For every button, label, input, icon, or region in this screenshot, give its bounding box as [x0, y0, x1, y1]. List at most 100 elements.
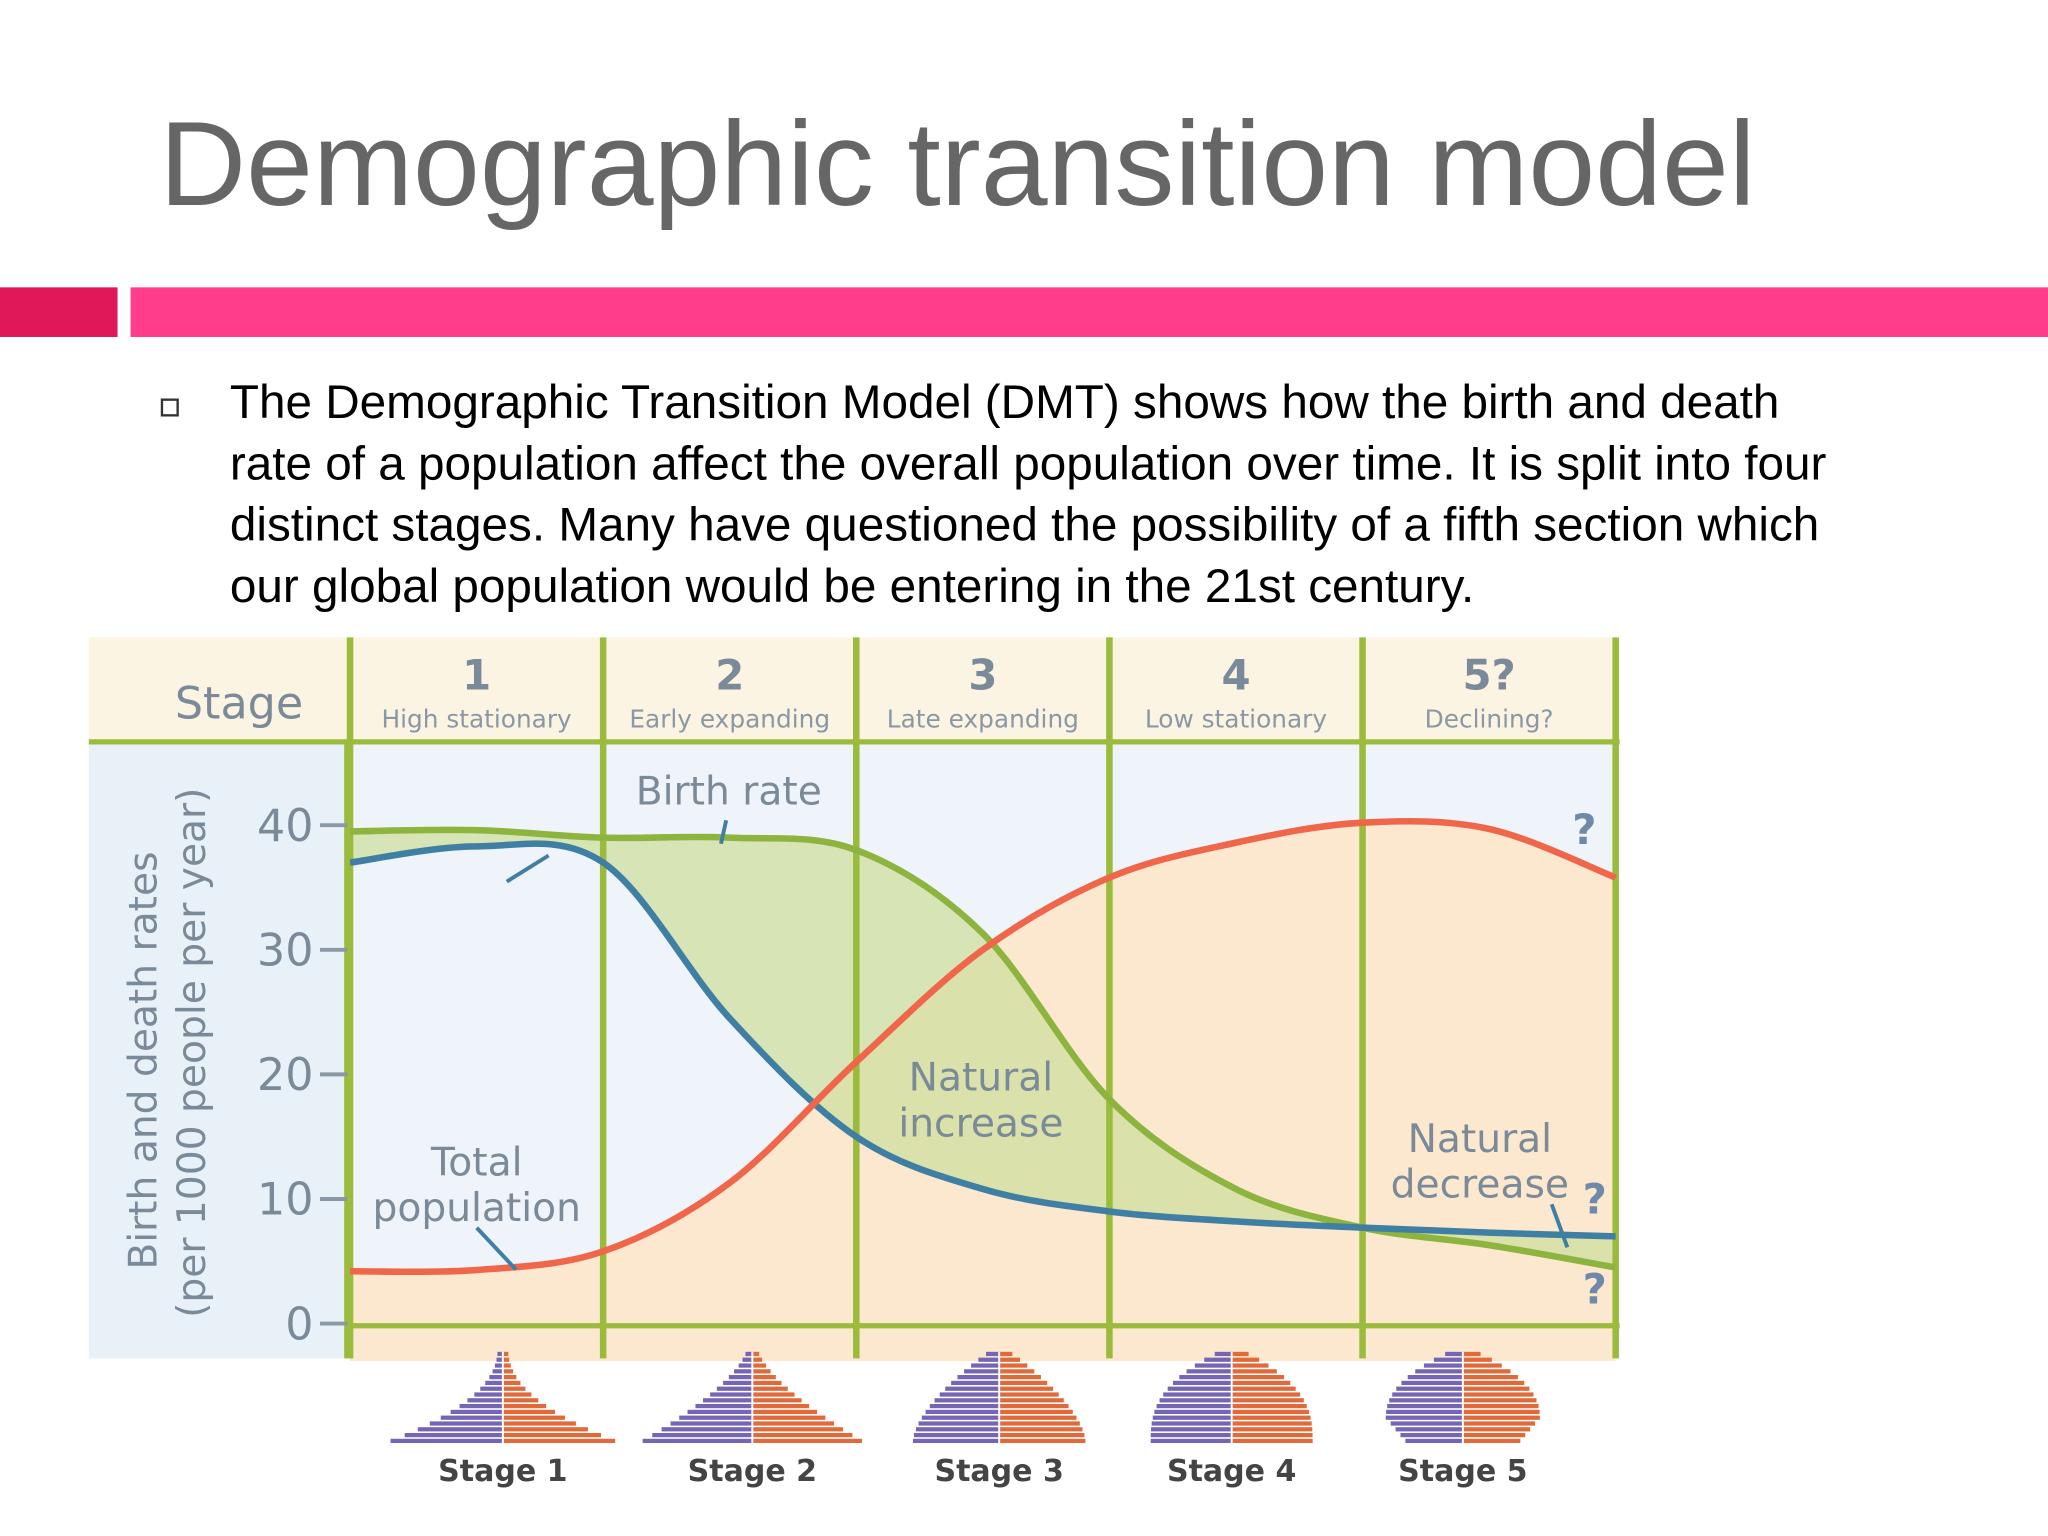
stage-name: High stationary	[381, 705, 571, 734]
pyramid-bar-left	[1385, 1415, 1463, 1420]
stage-name: Early expanding	[629, 705, 830, 734]
pyramid-bar-left	[429, 1421, 503, 1426]
pyramid-bar-right	[999, 1438, 1086, 1444]
pyramid-bar-left	[915, 1427, 1000, 1432]
pyramid-bar-left	[929, 1404, 1000, 1409]
stage-number: 1	[462, 651, 491, 700]
pyramid-bar-right	[752, 1427, 844, 1432]
pyramid-bar-left	[652, 1432, 753, 1438]
axis-panel-bg	[88, 741, 351, 1359]
pyramid-bar-right	[1462, 1369, 1511, 1374]
pyramid-bar-right	[1231, 1427, 1313, 1432]
pyramid-bar-right	[1462, 1386, 1530, 1391]
pyramid-bar-left	[1433, 1357, 1463, 1362]
pyramid-bar-left	[496, 1357, 503, 1362]
pyramid-bar-right	[999, 1398, 1064, 1403]
annotation: decrease	[1391, 1163, 1569, 1208]
pyramid-bar-right	[1462, 1380, 1525, 1386]
pyramid-bar-right	[502, 1404, 547, 1409]
pyramid-bar-left	[934, 1398, 1000, 1403]
pyramid-bar-left	[1392, 1392, 1463, 1397]
pyramid-bar-right	[752, 1357, 763, 1362]
pyramid-bar-right	[999, 1386, 1054, 1391]
y-tick-label: 10	[257, 1175, 314, 1226]
stage-number: 4	[1221, 651, 1250, 700]
pyramid-bar-right	[502, 1392, 532, 1397]
pyramid-bar-left	[1405, 1438, 1463, 1444]
pyramid-bar-right	[1231, 1432, 1313, 1438]
stage-number: 3	[968, 651, 997, 700]
slide-title: Demographic transition model	[159, 97, 1755, 231]
pyramid-bar-right	[1231, 1438, 1313, 1444]
pyramid-bar-right	[999, 1369, 1035, 1374]
pyramid-bar-right	[1462, 1421, 1536, 1426]
pyramid-bar-left	[642, 1438, 753, 1444]
stage-name: Declining?	[1425, 705, 1554, 734]
pyramid-bar-right	[999, 1404, 1069, 1409]
pyramid-bar-right	[502, 1363, 511, 1368]
pyramid-bar-left	[1423, 1363, 1463, 1368]
leader-line	[505, 853, 550, 884]
series-line	[350, 817, 1617, 1276]
pyramid-bar-right	[1231, 1380, 1291, 1386]
pyramid-bar-left	[1151, 1421, 1232, 1426]
pyramid-label: Stage 5	[1398, 1454, 1527, 1489]
pyramid-bar-right	[752, 1375, 776, 1380]
pyramid-bar-right	[752, 1421, 835, 1426]
pyramid-bar-right	[502, 1398, 539, 1403]
pyramid-bar-right	[752, 1351, 760, 1357]
pyramid-bar-right	[1231, 1351, 1249, 1357]
pyramid-bar-left	[440, 1415, 503, 1420]
annotation: Birth rate	[636, 770, 822, 815]
pyramid-bar-left	[1214, 1351, 1232, 1357]
pyramid-bar-left	[494, 1363, 503, 1368]
pyramid-bar-right	[502, 1438, 616, 1444]
pyramid-bar-left	[921, 1415, 1000, 1420]
pyramid-bar-right	[1231, 1409, 1309, 1415]
pyramid-bar-right	[999, 1392, 1059, 1397]
pyramid-bar-right	[1462, 1409, 1540, 1415]
pyramid-bar-right	[1462, 1357, 1492, 1362]
pyramid-bar-left	[734, 1369, 753, 1374]
pyramid-bar-right	[999, 1421, 1080, 1426]
pyramid-bar-right	[752, 1386, 788, 1391]
natural-increase-area	[350, 829, 1616, 1268]
pyramid-bar-left	[687, 1409, 753, 1415]
stage-header: Stage	[175, 678, 303, 729]
pyramid-bar-left	[1400, 1432, 1463, 1438]
annotation: Natural	[909, 1056, 1054, 1101]
pyramid-bar-left	[492, 1369, 503, 1374]
pyramid-bar-right	[999, 1432, 1085, 1438]
pyramid-bar-right	[1231, 1398, 1304, 1403]
pyramid-bar-left	[1386, 1409, 1463, 1415]
pyramid-bar-left	[723, 1380, 753, 1386]
pyramid-bar-left	[912, 1438, 1000, 1444]
stage-name: Low stationary	[1145, 705, 1327, 734]
pyramid-bar-left	[951, 1380, 1000, 1386]
pyramid-bar-right	[1231, 1363, 1269, 1368]
pyramid-bar-left	[679, 1415, 753, 1420]
pyramid-bar-right	[502, 1386, 526, 1391]
pyramid-bar-right	[752, 1398, 802, 1403]
pyramid-bar-right	[999, 1415, 1077, 1420]
pyramid-bar-right	[502, 1427, 588, 1432]
pyramid-bar-right	[1231, 1375, 1285, 1380]
pyramid-bar-left	[450, 1409, 503, 1415]
pyramid-bar-right	[1462, 1438, 1521, 1444]
pyramid-bar-right	[1231, 1404, 1307, 1409]
leader-line	[475, 1226, 518, 1271]
annotation: increase	[898, 1101, 1063, 1146]
y-tick-label: 30	[257, 925, 314, 976]
pyramid-bar-right	[752, 1415, 826, 1420]
pyramid-bar-left	[742, 1357, 753, 1362]
pyramid-bar-left	[738, 1363, 753, 1368]
chart: Stage 1 High stationary 2 Early expanding 3 La…	[88, 637, 1620, 1489]
pyramid-bar-left	[1445, 1351, 1463, 1357]
pyramid-bar-right	[502, 1351, 509, 1357]
pyramid-bar-left	[1150, 1438, 1232, 1444]
pyramid-bar-left	[1179, 1375, 1232, 1380]
pyramid-label: Stage 4	[1167, 1454, 1296, 1489]
pyramid-bar-right	[502, 1375, 517, 1380]
pyramid-bar-left	[1154, 1409, 1232, 1415]
